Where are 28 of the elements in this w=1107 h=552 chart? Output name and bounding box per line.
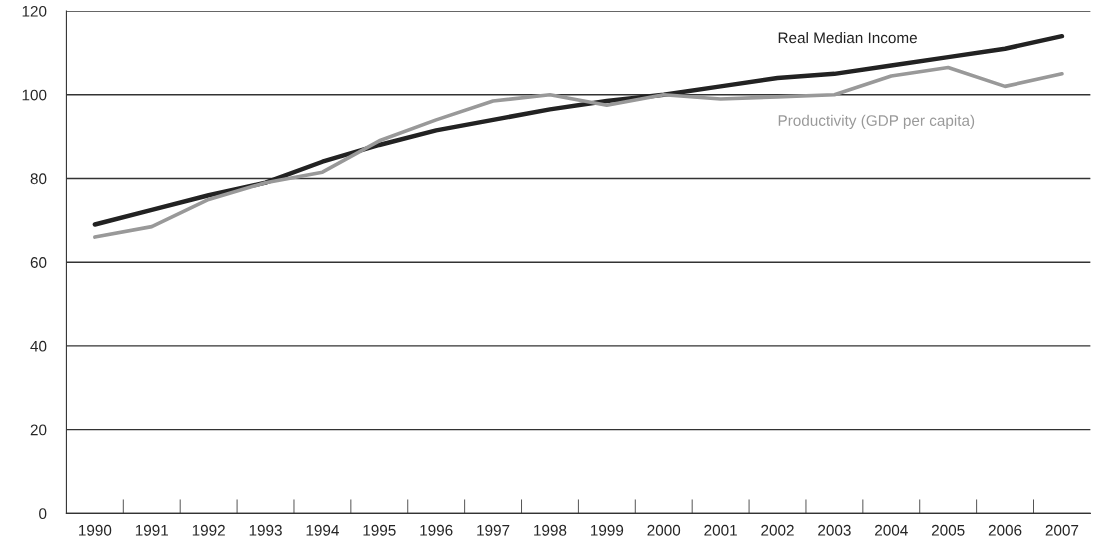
y-tick-label: 60 — [30, 257, 47, 268]
x-tick-label: 2004 — [875, 524, 908, 536]
x-tick-label: 1997 — [477, 524, 510, 536]
x-tick-label: 2005 — [931, 524, 965, 536]
x-tick-label: 2000 — [647, 524, 681, 536]
x-tick-label: 1995 — [363, 524, 396, 536]
y-tick-label: 100 — [22, 89, 47, 101]
y-tick-label: 40 — [30, 340, 47, 352]
y-tick-label: 120 — [22, 5, 47, 17]
y-tick-label: 80 — [30, 173, 47, 185]
series-label: Real Median Income — [778, 32, 917, 44]
x-tick-label: 2006 — [988, 524, 1022, 536]
x-tick-label: 1994 — [306, 524, 339, 536]
x-tick-label: 1999 — [591, 524, 624, 536]
series-label: Productivity (GDP per capita) — [778, 114, 975, 129]
x-tick-label: 2003 — [818, 524, 851, 536]
y-tick-label: 0 — [39, 508, 47, 520]
x-tick-label: 1991 — [135, 524, 168, 536]
x-tick-label: 2001 — [704, 524, 737, 536]
x-tick-label: 1990 — [79, 524, 112, 536]
x-tick-label: 1992 — [192, 524, 225, 536]
x-tick-label: 2002 — [761, 524, 794, 536]
x-tick-label: 1993 — [249, 524, 282, 536]
x-tick-label: 1998 — [534, 524, 567, 536]
y-tick-label: 20 — [30, 424, 47, 436]
x-tick-label: 2007 — [1045, 524, 1079, 536]
line-series — [93, 65, 1064, 239]
x-tick-label: 1996 — [420, 524, 453, 536]
